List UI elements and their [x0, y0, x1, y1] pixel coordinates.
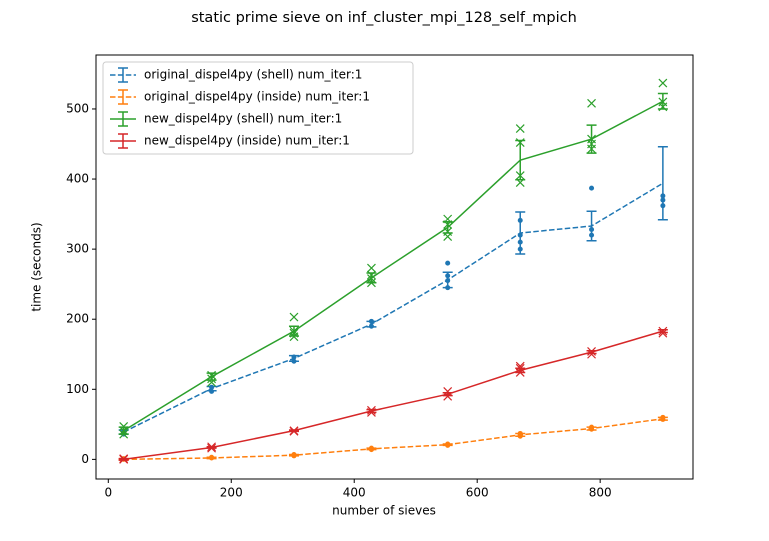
sample-point — [445, 260, 451, 266]
legend-errorbar — [118, 89, 128, 105]
legend-label: new_dispel4py (inside) num_iter:1 — [144, 134, 350, 148]
x-tick-label: 200 — [220, 486, 243, 500]
x-marker-stroke — [515, 124, 525, 134]
sample-point — [658, 78, 668, 88]
sample-point — [367, 263, 376, 273]
y-tick-label: 100 — [66, 382, 89, 396]
legend-errorbar — [118, 133, 128, 149]
series-line — [123, 330, 664, 461]
series-line — [123, 100, 664, 432]
x-marker-stroke — [587, 98, 596, 108]
y-tick-label: 400 — [66, 172, 89, 186]
error-bar — [657, 146, 668, 221]
sample-point — [289, 312, 299, 322]
plot-frame — [95, 54, 694, 480]
y-tick-label: 200 — [66, 312, 89, 326]
series-line — [123, 182, 664, 433]
error-bar — [118, 426, 129, 435]
legend-label: original_dispel4py (inside) num_iter:1 — [144, 90, 370, 104]
sample-point — [515, 124, 525, 134]
legend-errorbar — [118, 67, 128, 83]
x-tick-label: 800 — [589, 486, 612, 500]
x-tick-label: 600 — [466, 486, 489, 500]
y-tick-label: 0 — [81, 452, 89, 466]
y-tick-label: 300 — [66, 242, 89, 256]
sample-point — [589, 185, 595, 191]
x-tick-label: 0 — [104, 486, 112, 500]
legend-errorbar — [118, 111, 128, 127]
y-tick-label: 500 — [66, 101, 89, 115]
x-marker-stroke — [367, 263, 376, 273]
x-marker-stroke — [658, 78, 668, 88]
series-line — [123, 417, 663, 461]
legend-label: original_dispel4py (shell) num_iter:1 — [144, 68, 362, 82]
legend-label: new_dispel4py (shell) num_iter:1 — [144, 112, 342, 126]
x-axis-label: number of sieves — [332, 504, 436, 518]
legend-box — [102, 61, 414, 155]
x-tick-label: 400 — [343, 486, 366, 500]
y-axis-label: time (seconds) — [30, 222, 44, 311]
x-marker-stroke — [289, 312, 299, 322]
chart-title: static prime sieve on inf_cluster_mpi_12… — [191, 10, 577, 26]
sample-point — [587, 98, 596, 108]
